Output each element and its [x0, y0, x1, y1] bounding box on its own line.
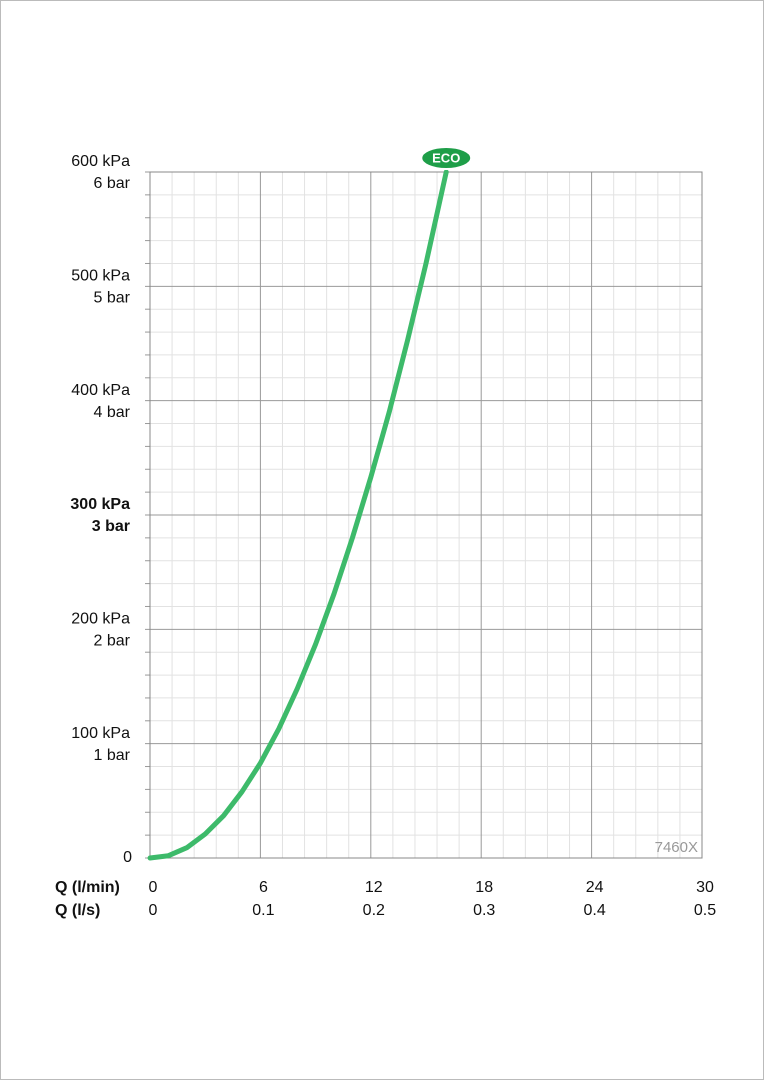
x2-tick-label: 0.2	[363, 902, 385, 919]
y-tick-label: 100 kPa	[71, 725, 130, 742]
y-tick-label: 200 kPa	[71, 611, 130, 628]
x2-tick-label: 0.3	[473, 902, 495, 919]
y-bar-tick-label: 5 bar	[94, 290, 131, 307]
y-tick-label: 500 kPa	[71, 268, 130, 285]
x-tick-label: 24	[586, 879, 604, 896]
x-tick-label: 30	[696, 879, 714, 896]
x2-tick-label: 0	[149, 902, 158, 919]
y-tick-label: 600 kPa	[71, 153, 130, 170]
x-tick-label: 6	[259, 879, 268, 896]
y-tick-label: 400 kPa	[71, 382, 130, 399]
x2-tick-label: 0.1	[252, 902, 274, 919]
x2-tick-label: 0.5	[694, 902, 716, 919]
y-tick-label: 300 kPa	[70, 496, 130, 513]
x2-tick-label: 0.4	[583, 902, 605, 919]
x-tick-label: 0	[149, 879, 158, 896]
x2-axis-label: Q (l/s)	[55, 902, 100, 919]
badge-label: ECO	[432, 150, 460, 165]
y-bar-tick-label: 2 bar	[94, 633, 131, 650]
y-bar-tick-label: 3 bar	[92, 518, 130, 535]
y-tick-label: 0	[123, 849, 132, 866]
plot-frame	[149, 171, 703, 859]
flow-curve	[147, 169, 449, 861]
y-bar-tick-label: 1 bar	[94, 747, 131, 764]
watermark: 7460X	[655, 839, 698, 856]
y-bar-tick-label: 4 bar	[94, 404, 131, 421]
badge	[420, 146, 473, 170]
x-axis-label: Q (l/min)	[55, 879, 120, 896]
x-tick-label: 12	[365, 879, 383, 896]
x-tick-label: 18	[475, 879, 493, 896]
y-bar-tick-label: 6 bar	[94, 175, 131, 192]
